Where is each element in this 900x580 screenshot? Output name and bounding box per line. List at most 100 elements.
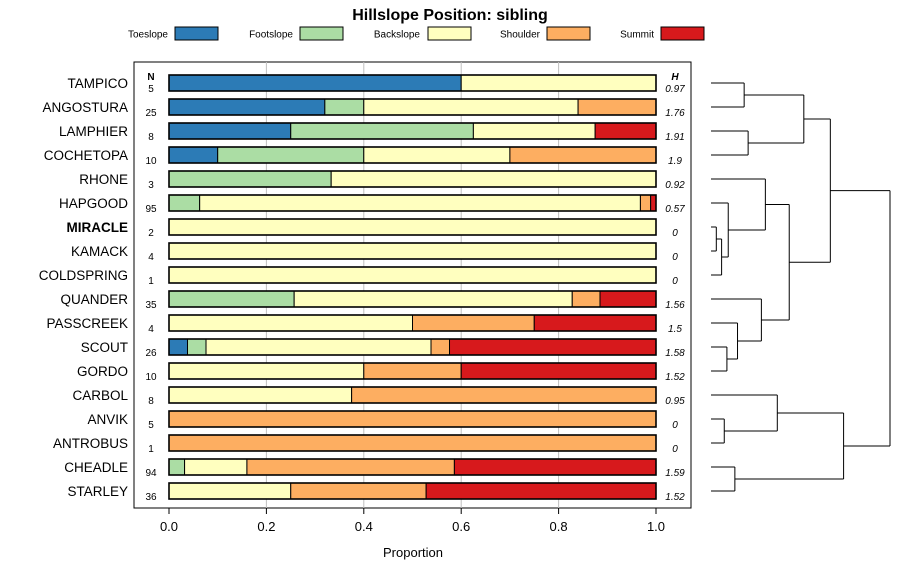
bar-segment-summit (599, 290, 657, 308)
h-value: 0.92 (665, 180, 685, 191)
bar-segment-shoulder (168, 434, 657, 452)
h-value: 1.91 (665, 132, 684, 143)
legend-label-summit: Summit (620, 30, 654, 41)
dendrogram (711, 82, 891, 492)
bar-outline (168, 242, 657, 260)
bar-segment-toeslope (168, 338, 189, 356)
bar-segment-shoulder (246, 458, 455, 476)
bar-segment-summit (533, 314, 657, 332)
bar-outline (168, 386, 657, 404)
row-label-carbol: CARBOL (72, 388, 128, 403)
bar-segment-summit (449, 338, 657, 356)
bar-outline (168, 194, 657, 212)
bar-segment-shoulder (363, 362, 462, 380)
bar-outline (168, 170, 657, 188)
bar-segment-backslope (363, 146, 511, 164)
row-label-kamack: KAMACK (71, 244, 128, 259)
n-value: 26 (145, 348, 157, 359)
bar-segment-footslope (290, 122, 474, 140)
bar-segment-shoulder (430, 338, 451, 356)
row-label-hapgood: HAPGOOD (59, 196, 128, 211)
bar-outline (168, 434, 657, 452)
bar-segment-backslope (330, 170, 657, 188)
bar-segment-backslope (168, 362, 365, 380)
bar-segment-shoulder (577, 98, 657, 116)
row-label-rhone: RHONE (79, 172, 128, 187)
n-value: 4 (148, 324, 154, 335)
bar-outline (168, 314, 657, 332)
n-value: 10 (145, 156, 157, 167)
bar-segment-backslope (293, 290, 573, 308)
n-value: 5 (148, 84, 154, 95)
bar-segment-backslope (460, 74, 657, 92)
bar-outline (168, 266, 657, 284)
bar-outline (168, 338, 657, 356)
n-value: 36 (145, 492, 157, 503)
row-label-antrobus: ANTROBUS (53, 436, 128, 451)
n-value: 2 (148, 228, 154, 239)
h-value: 1.76 (665, 108, 685, 119)
row-label-cochetopa: COCHETOPA (44, 148, 128, 163)
h-value: 1.52 (665, 372, 685, 383)
n-value: 4 (148, 252, 154, 263)
h-value: 1.5 (668, 324, 682, 335)
x-tick-label: 0.8 (550, 519, 568, 534)
h-value: 0 (672, 420, 678, 431)
row-label-gordo: GORDO (77, 364, 128, 379)
bar-segment-shoulder (290, 482, 427, 500)
bar-segment-shoulder (168, 410, 657, 428)
x-tick-label: 0.0 (160, 519, 178, 534)
legend-swatch-summit (660, 26, 705, 41)
x-tick-label: 0.4 (355, 519, 373, 534)
h-value: 1.52 (665, 492, 685, 503)
legend-label-shoulder: Shoulder (500, 30, 541, 41)
row-label-angostura: ANGOSTURA (42, 100, 128, 115)
bar-segment-backslope (168, 218, 657, 236)
n-value: 95 (145, 204, 157, 215)
n-value: 8 (148, 132, 154, 143)
x-tick-label: 0.2 (257, 519, 275, 534)
bar-segment-backslope (168, 386, 353, 404)
bar-outline (168, 458, 657, 476)
bar-segment-backslope (168, 266, 657, 284)
n-value: 94 (145, 468, 157, 479)
bar-segment-toeslope (168, 146, 219, 164)
h-value: 1.58 (665, 348, 685, 359)
bar-outline (168, 482, 657, 500)
n-value: 5 (148, 420, 154, 431)
row-label-coldspring: COLDSPRING (39, 268, 128, 283)
bar-segment-summit (650, 194, 657, 212)
bar-outline (168, 410, 657, 428)
h-value: 0.95 (665, 396, 685, 407)
bar-segment-shoulder (351, 386, 657, 404)
bar-segment-summit (425, 482, 657, 500)
legend-label-footslope: Footslope (249, 30, 293, 41)
bar-segment-backslope (184, 458, 248, 476)
bar-segment-backslope (168, 482, 292, 500)
bar-segment-summit (460, 362, 657, 380)
legend-label-backslope: Backslope (374, 30, 421, 41)
bar-segment-backslope (168, 242, 657, 260)
n-value: 10 (145, 372, 157, 383)
legend-swatch-footslope (299, 26, 344, 41)
h-header: H (671, 72, 679, 83)
h-value: 0.57 (665, 204, 685, 215)
bar-segment-summit (594, 122, 657, 140)
bar-segment-backslope (199, 194, 641, 212)
n-value: 3 (148, 180, 154, 191)
bar-outline (168, 98, 657, 116)
bar-segment-toeslope (168, 98, 326, 116)
h-value: 0 (672, 276, 678, 287)
bar-segment-backslope (205, 338, 432, 356)
bar-segment-backslope (472, 122, 596, 140)
bar-segment-toeslope (168, 74, 462, 92)
legend-label-toeslope: Toeslope (128, 30, 168, 41)
x-axis-title: Proportion (383, 545, 443, 560)
bar-segment-footslope (168, 290, 295, 308)
bar-outline (168, 122, 657, 140)
h-value: 0 (672, 444, 678, 455)
row-label-anvik: ANVIK (87, 412, 128, 427)
bar-segment-footslope (168, 170, 332, 188)
